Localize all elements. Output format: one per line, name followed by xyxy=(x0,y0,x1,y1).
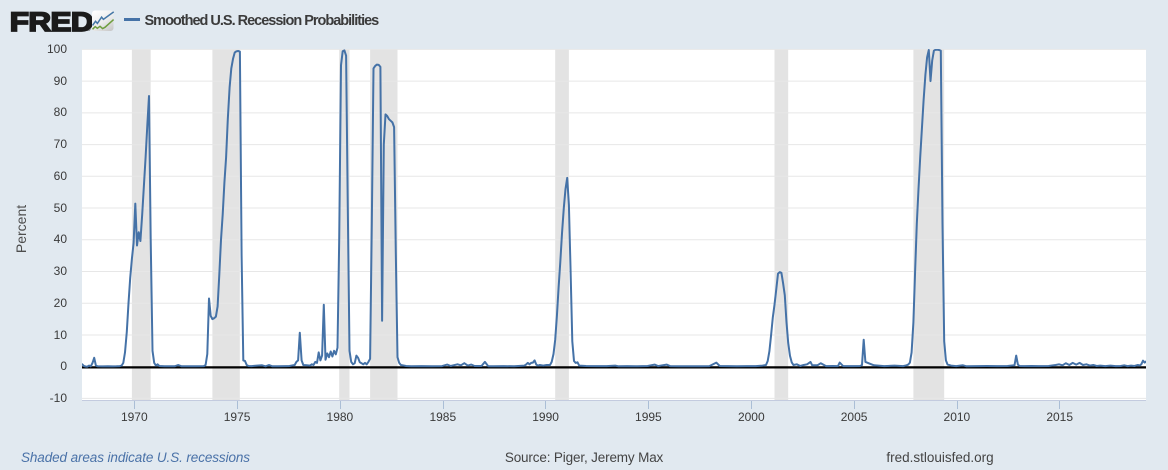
svg-text:FRED: FRED xyxy=(10,7,93,37)
svg-text:®: ® xyxy=(87,26,91,33)
